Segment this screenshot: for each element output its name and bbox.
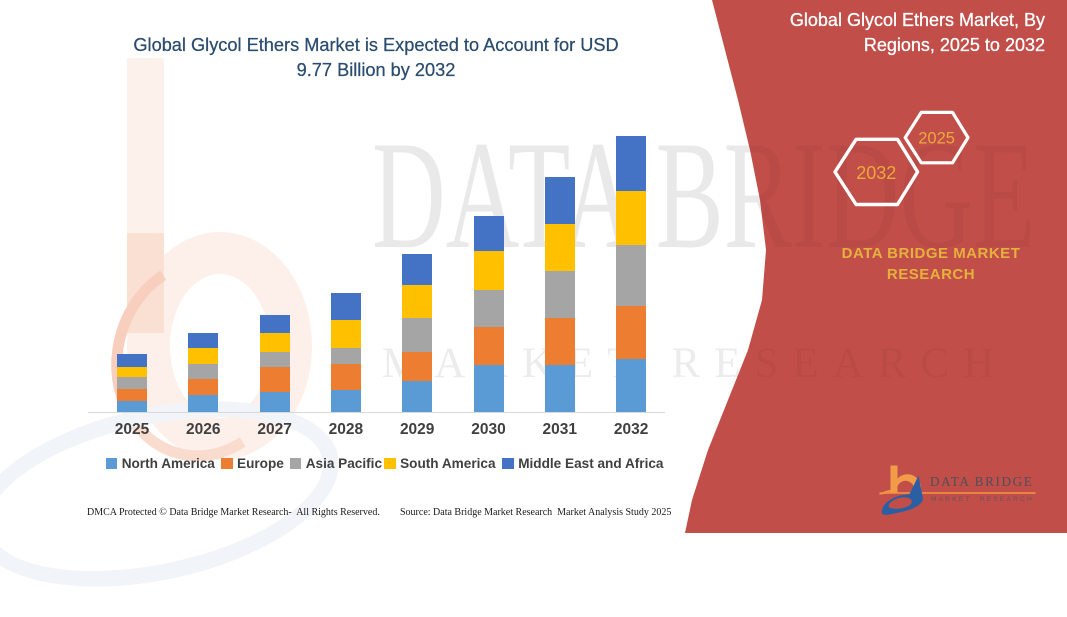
svg-text:2025: 2025 [918,130,955,148]
svg-text:2032: 2032 [856,163,896,183]
